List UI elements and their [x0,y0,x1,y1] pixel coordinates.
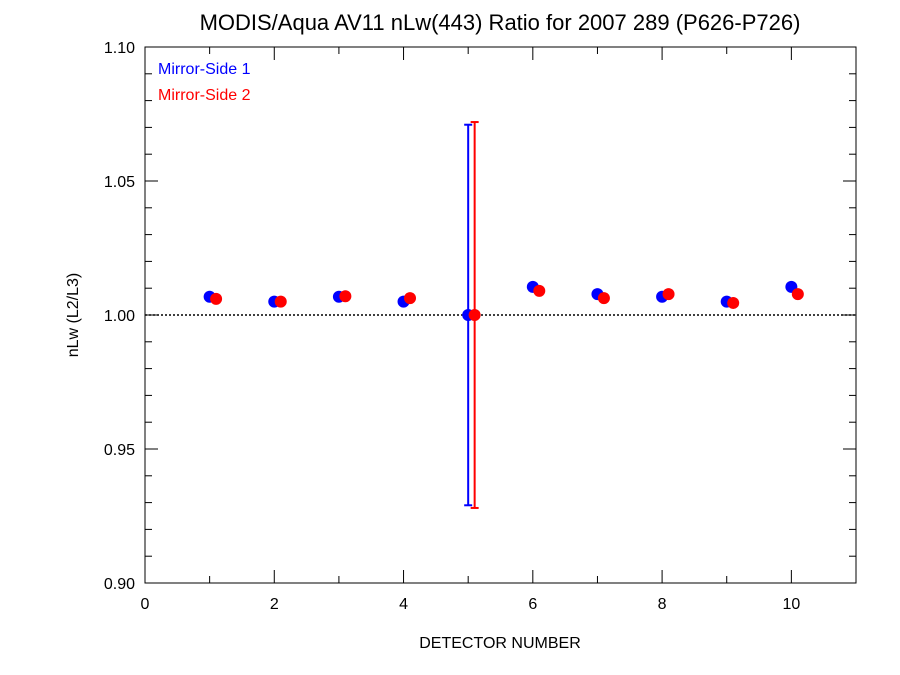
data-point-series-2 [791,288,804,301]
chart-title: MODIS/Aqua AV11 nLw(443) Ratio for 2007 … [200,10,801,35]
x-tick-label: 4 [399,596,408,613]
x-tick-label: 6 [528,596,537,613]
x-tick-label: 2 [270,596,279,613]
data-point-series-2 [404,292,417,305]
data-point-series-2 [210,292,223,305]
data-marks [203,121,804,509]
x-axis-label: DETECTOR NUMBER [419,635,581,652]
data-point-series-2 [727,296,740,309]
y-tick-label: 1.10 [104,40,135,57]
data-point-series-2 [533,284,546,297]
legend-entry: Mirror-Side 1 [158,61,251,78]
data-point-series-2 [468,309,481,321]
y-tick-label: 0.90 [104,576,135,593]
data-point-series-2 [274,295,287,308]
y-tick-label: 1.00 [104,308,135,325]
x-tick-label: 8 [658,596,667,613]
data-point-series-2 [339,290,352,303]
y-axis-label: nLw (L2/L3) [65,273,82,358]
data-point-series-2 [597,292,610,305]
legend-entry: Mirror-Side 2 [158,87,251,104]
y-tick-label: 1.05 [104,174,135,191]
data-point-series-2 [662,288,675,301]
axis-ticks: 0 2 4 6 8 10 0.90 0.95 1.00 1.05 1.10 [104,40,857,613]
legend: Mirror-Side 1 Mirror-Side 2 [158,61,251,104]
x-tick-label: 0 [141,596,150,613]
y-tick-label: 0.95 [104,442,135,459]
x-tick-label: 10 [782,596,800,613]
